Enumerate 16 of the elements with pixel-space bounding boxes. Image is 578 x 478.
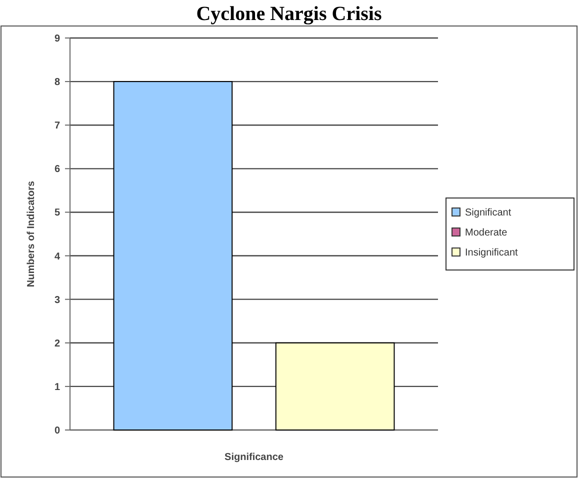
y-tick-label: 1 bbox=[54, 382, 60, 393]
chart-title: Cyclone Nargis Crisis bbox=[196, 3, 382, 25]
y-tick-label: 3 bbox=[54, 294, 60, 306]
y-tick-label: 9 bbox=[54, 34, 60, 44]
y-tick-label: 6 bbox=[54, 164, 60, 176]
x-axis-title: Significance bbox=[224, 452, 284, 463]
y-tick-label: 4 bbox=[54, 251, 60, 262]
legend-label: Insignificant bbox=[465, 248, 518, 258]
y-tick-label: 5 bbox=[54, 208, 60, 219]
y-tick-label: 8 bbox=[54, 77, 60, 88]
y-tick-label: 2 bbox=[54, 338, 60, 350]
legend-label: Moderate bbox=[465, 228, 508, 238]
y-axis-title: Numbers of Indicators bbox=[26, 180, 37, 288]
y-tick-label: 7 bbox=[54, 120, 60, 132]
y-tick-label: 0 bbox=[54, 426, 60, 436]
legend-label: Significant bbox=[465, 208, 512, 218]
